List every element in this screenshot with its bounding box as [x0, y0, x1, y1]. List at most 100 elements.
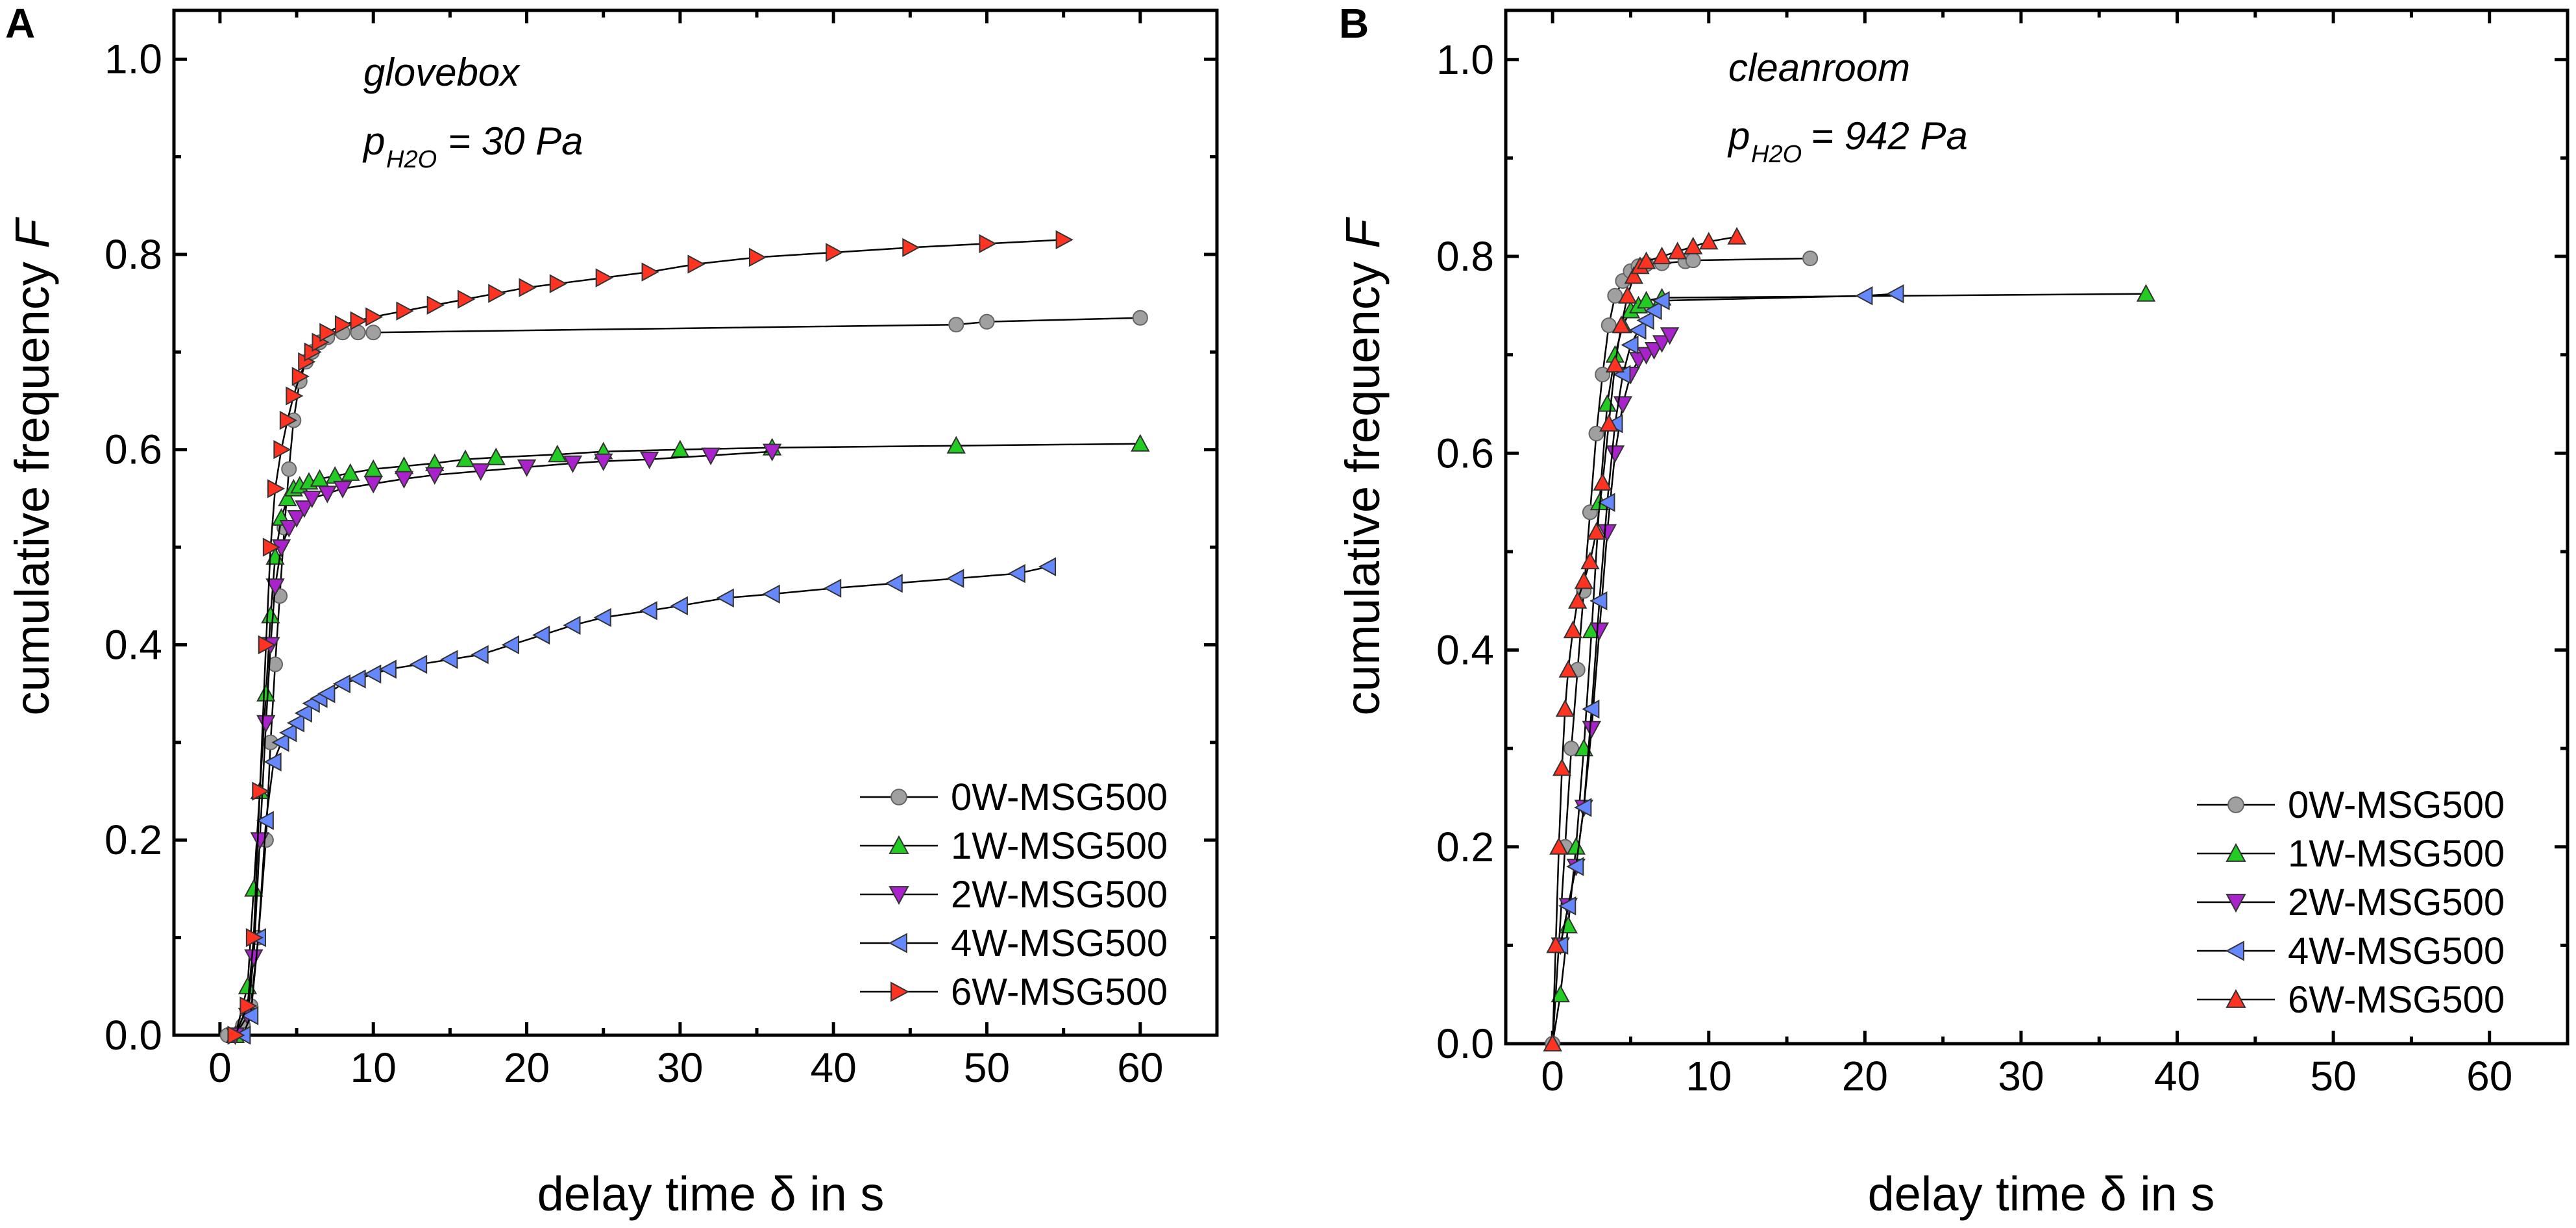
panel-a-x-axis-title: delay time δ in s [537, 1167, 885, 1221]
panel-b-series-1w-msg500-point [1566, 837, 1586, 855]
panel-b-series-2w-msg500-point [1660, 327, 1680, 345]
panel-b-series-6w-msg500-point [1555, 699, 1575, 717]
panel-b-y-tick-label: 0.4 [1436, 627, 1494, 674]
panel-b-series [1543, 227, 2156, 1052]
panel-a-series-1w-msg500-point [261, 606, 280, 624]
panel-a-pressure-symbol: p [362, 119, 385, 163]
panel-a-plot-frame [172, 8, 1219, 1037]
panel-b-series-0w-msg500-point [1595, 366, 1611, 383]
panel-a-legend-marker [889, 835, 909, 854]
panel-a-series-2w-msg500-point [394, 471, 414, 489]
panel-a-series-6w-msg500 [227, 230, 1073, 1045]
panel-a-series-6w-msg500-point [549, 274, 567, 293]
panel-a-series-1w-msg500-point [341, 463, 360, 481]
panel-a-series-6w-msg500-point [641, 262, 659, 282]
panel-b-legend-marker [2226, 894, 2246, 913]
panel-a-series-6w-msg500-point [279, 410, 297, 430]
panel-a-series-2w-msg500-point [244, 949, 264, 967]
panel-a-y-tick-label: 0.0 [104, 1012, 162, 1059]
panel-b-pressure-sub: H2O [1751, 141, 1802, 168]
panel-b-series-2w-msg500-point [1582, 720, 1601, 739]
panel-a-series-1w-msg500-point [278, 488, 297, 506]
panel-b-series-0w-msg500-point [1601, 317, 1617, 334]
panel-a-series-1w-msg500-point [548, 445, 567, 463]
panel-a-series-4w-msg500-point [501, 635, 519, 655]
panel-b-series-4w-msg500-point [1621, 335, 1639, 355]
panel-b-series-6w-msg500-point [1593, 473, 1612, 491]
panel-a-series-4w-msg500-point [440, 650, 458, 669]
panel-a-series-2w-msg500-point [701, 447, 720, 465]
panel-a-annotation: glovebox p H2O = 30 Pa [362, 51, 583, 173]
panel-b-pressure-value: = 942 Pa [1811, 114, 1968, 158]
panel-a-legend-entry: 0W-MSG500 [860, 776, 1168, 818]
panel-a-series-4w-msg500-point [264, 752, 282, 772]
panel-b-series-1w-msg500-point [2136, 284, 2156, 302]
panel-b-series-4w-msg500-line [1559, 293, 1896, 946]
panel-a-series-0w-msg500-point [1132, 310, 1148, 326]
panel-b-x-tick-label: 40 [2154, 1053, 2200, 1099]
panel-a-series-4w-msg500-point [241, 1006, 259, 1025]
panel-b-series-6w-msg500-point [1563, 620, 1583, 639]
panel-a-series-4w-msg500-point [471, 645, 489, 665]
panel-a-series-1w-msg500-point [946, 436, 966, 454]
panel-b-series-0w-msg500-point [1607, 288, 1623, 304]
panel-a-env-label: glovebox [363, 51, 521, 94]
panel-a-series-4w-msg500-point [946, 569, 964, 588]
panel-a-series-4w-msg500 [233, 557, 1057, 1045]
panel-b-series-6w-msg500-point [1617, 286, 1638, 304]
panel-b-series-4w-msg500-point [1597, 493, 1615, 512]
panel-b-series-6w-msg500-point [1574, 571, 1593, 589]
panel-a-series-4w-msg500-point [762, 584, 780, 604]
panel-a-legend-entry: 6W-MSG500 [860, 971, 1168, 1013]
panel-a-series-6w-msg500-point [902, 238, 920, 258]
panel-b-x-axis-title: delay time δ in s [1868, 1167, 2215, 1221]
panel-b-letter: B [1339, 0, 1369, 47]
panel-a-legend-marker [888, 933, 907, 953]
panel-a-series-6w-msg500-point [227, 1025, 245, 1045]
panel-b-series-4w-msg500-point [1558, 896, 1576, 916]
panel-a-series-2w-msg500-point [563, 455, 583, 473]
panel-a-series-2w-msg500-point [594, 453, 613, 471]
panel-b-legend-label: 4W-MSG500 [2288, 930, 2505, 972]
panel-b-y-axis-title: cumulative frequency F [1336, 217, 1390, 716]
panel-a-series-6w-msg500-point [519, 278, 537, 297]
panel-a-series-4w-msg500-point [593, 608, 611, 628]
panel-b-x-tick-label: 30 [1998, 1053, 2044, 1099]
panel-a-series-0w-msg500-point [365, 325, 382, 341]
panel-a-legend-entry: 2W-MSG500 [860, 874, 1168, 916]
panel-a-series-6w-msg500-point [291, 367, 310, 386]
panel-b-legend-entry: 2W-MSG500 [2197, 881, 2505, 924]
panel-b-series-1w-msg500-point [1636, 291, 1656, 309]
panel-b-y-tick-label: 0.0 [1436, 1020, 1494, 1067]
panel-a: A 0 10 20 30 40 50 60 0.0 0.2 0.4 0.6 0.8 1.0 gloveb… [5, 0, 1219, 1221]
panel-b-series-6w-msg500-point [1667, 241, 1687, 260]
panel-a-series-6w-msg500-point [979, 234, 997, 254]
panel-b-series-4w-msg500-point [1886, 284, 1904, 304]
panel-b-series-6w-msg500-point [1558, 659, 1578, 678]
panel-a-y-tick-label: 0.6 [104, 426, 162, 473]
panel-a-series-4w-msg500-point [1007, 564, 1025, 583]
panel-b-legend-label: 1W-MSG500 [2288, 833, 2505, 875]
panel-b-series-4w-msg500-point [1574, 798, 1592, 817]
panel-a-series-6w-msg500-point [426, 295, 445, 315]
panel-b-series-6w-msg500-point [1549, 837, 1569, 855]
panel-b-series-2w-msg500-point [1652, 335, 1672, 353]
panel-a-series-4w-msg500-point [317, 683, 336, 704]
panel-a-series-2w-msg500-point [425, 467, 445, 485]
panel-b-series-6w-msg500-point [1652, 246, 1672, 265]
panel-b-series-2w-msg500-point [1597, 524, 1617, 542]
panel-b-y-tick-label: 0.6 [1436, 430, 1494, 476]
panel-b-series-6w-msg500-point [1580, 551, 1600, 570]
panel-a-series-6w-msg500-point [1055, 230, 1073, 250]
panel-b-series-1w-msg500-line [1551, 293, 2146, 1044]
panel-a-series-6w-msg500-point [488, 284, 506, 303]
panel-a-legend-entry: 1W-MSG500 [860, 825, 1168, 867]
panel-a-series-4w-msg500-point [670, 596, 688, 616]
panel-b-series-1w-msg500-point [1597, 394, 1617, 412]
panel-a-series-0w-msg500-point [979, 313, 995, 330]
panel-a-series-2w-msg500-point [317, 485, 337, 504]
panel-a-series-1w-msg500-point [456, 449, 475, 467]
panel-b-plot-frame [1504, 8, 2570, 1046]
panel-b-x-tick-label: 60 [2466, 1053, 2512, 1099]
panel-a-series [219, 230, 1150, 1046]
